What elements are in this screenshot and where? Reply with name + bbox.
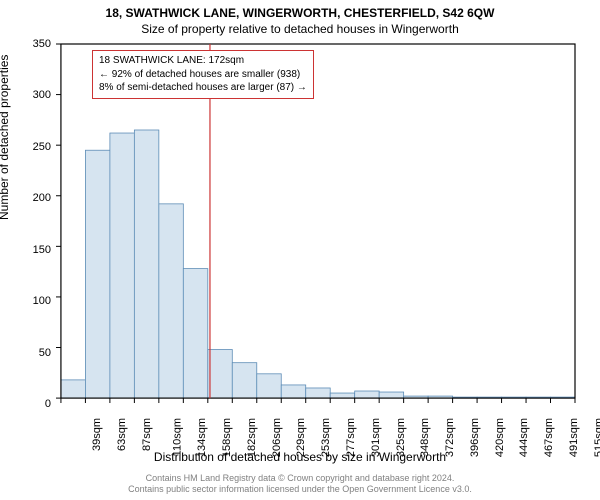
title-sub: Size of property relative to detached ho… [0,20,600,36]
x-axis-label: Distribution of detached houses by size … [0,450,600,464]
y-tick-label: 250 [21,141,51,153]
title-main: 18, SWATHWICK LANE, WINGERWORTH, CHESTER… [0,0,600,20]
footer-line-2: Contains public sector information licen… [0,484,600,496]
y-tick-label: 100 [21,295,51,307]
y-tick-label: 200 [21,192,51,204]
y-tick-label: 150 [21,244,51,256]
chart-container: 18, SWATHWICK LANE, WINGERWORTH, CHESTER… [0,0,600,500]
y-tick-label: 50 [21,347,51,359]
x-tick-label: 63sqm [116,418,128,451]
annotation-line-3: 8% of semi-detached houses are larger (8… [99,81,307,95]
x-tick-label: 39sqm [91,418,103,451]
y-axis-label: Number of detached properties [0,55,11,220]
footer-attribution: Contains HM Land Registry data © Crown c… [0,473,600,496]
y-tick-label: 300 [21,89,51,101]
footer-line-1: Contains HM Land Registry data © Crown c… [0,473,600,485]
y-tick-label: 350 [21,38,51,50]
annotation-line-1: 18 SWATHWICK LANE: 172sqm [99,54,307,68]
y-tick-label: 0 [21,398,51,410]
x-tick-label: 87sqm [141,418,153,451]
annotation-line-2: ← 92% of detached houses are smaller (93… [99,68,307,82]
annotation-box: 18 SWATHWICK LANE: 172sqm ← 92% of detac… [92,50,314,99]
